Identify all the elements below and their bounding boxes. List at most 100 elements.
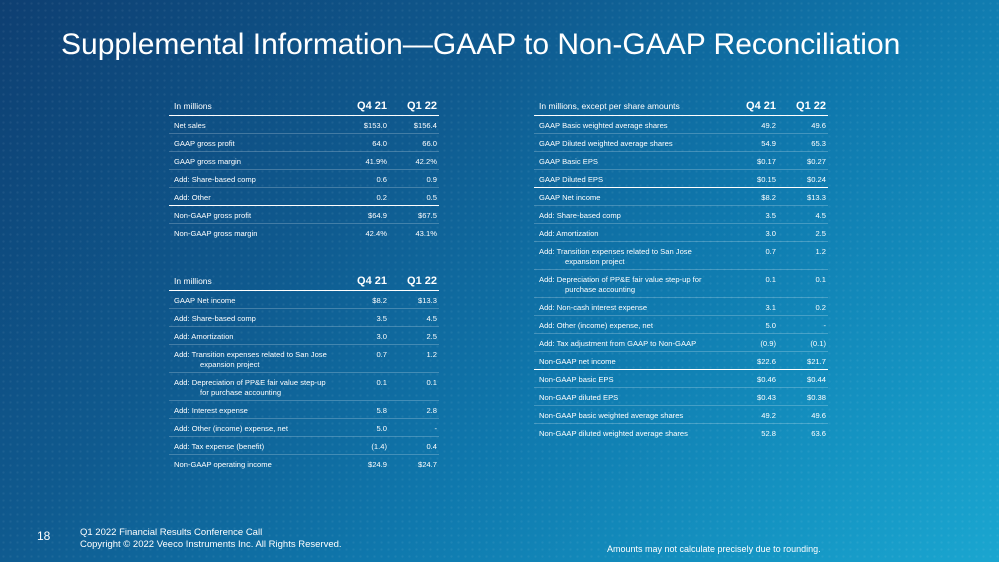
row-label: Non-GAAP diluted weighted average shares xyxy=(539,429,688,438)
table-row: Non-GAAP gross margin 42.4% 43.1% xyxy=(169,224,439,242)
table-row: Add: Non-cash interest expense 3.1 0.2 xyxy=(534,298,828,316)
table-row: Add: Transition expenses related to San … xyxy=(169,345,439,373)
table-row: GAAP Basic EPS $0.17 $0.27 xyxy=(534,152,828,170)
row-label: Add: Depreciation of PP&E fair value ste… xyxy=(169,378,339,398)
table-row: Add: Tax expense (benefit) (1.4) 0.4 xyxy=(169,437,439,455)
value-q421: 5.8 xyxy=(376,406,387,415)
row-label: Non-GAAP operating income xyxy=(174,460,272,469)
table-row: GAAP Net income $8.2 $13.3 xyxy=(169,291,439,309)
value-q421: 5.0 xyxy=(376,424,387,433)
row-label-line2: purchase accounting xyxy=(565,285,636,294)
table-row: Add: Depreciation of PP&E fair value ste… xyxy=(534,270,828,298)
table-row: GAAP Diluted EPS $0.15 $0.24 xyxy=(534,170,828,188)
rounding-note: Amounts may not calculate precisely due … xyxy=(607,544,821,554)
value-q122: 4.5 xyxy=(815,211,826,220)
header-label: In millions xyxy=(174,276,212,286)
value-q122: $67.5 xyxy=(417,211,437,220)
table-row: GAAP gross margin 41.9% 42.2% xyxy=(169,152,439,170)
row-label: Add: Share-based comp xyxy=(174,314,256,323)
table-header: In millions, except per share amounts Q4… xyxy=(534,97,828,116)
page-number: 18 xyxy=(37,529,51,543)
value-q421: $153.0 xyxy=(363,121,387,130)
value-q122: 0.5 xyxy=(426,193,437,202)
table-row: Add: Transition expenses related to San … xyxy=(534,242,828,270)
row-label: GAAP Net income xyxy=(539,193,601,202)
table-row: Net sales $153.0 $156.4 xyxy=(169,116,439,134)
value-q421: 3.0 xyxy=(765,229,776,238)
table-row: Add: Other 0.2 0.5 xyxy=(169,188,439,206)
row-label: Add: Depreciation of PP&E fair value ste… xyxy=(534,275,728,295)
value-q122: (0.1) xyxy=(810,339,826,348)
value-q421: $8.2 xyxy=(761,193,776,202)
row-label: Add: Interest expense xyxy=(174,406,248,415)
value-q421: 42.4% xyxy=(365,229,387,238)
row-label: GAAP gross margin xyxy=(174,157,241,166)
value-q421: $64.9 xyxy=(367,211,387,220)
value-q122: 49.6 xyxy=(811,121,826,130)
value-q421: 3.5 xyxy=(376,314,387,323)
table-row: Add: Share-based comp 0.6 0.9 xyxy=(169,170,439,188)
value-q122: 0.9 xyxy=(426,175,437,184)
table-row: Non-GAAP operating income $24.9 $24.7 xyxy=(169,455,439,473)
value-q421: 0.7 xyxy=(765,247,776,256)
header-q421: Q4 21 xyxy=(357,100,387,112)
value-q122: 2.5 xyxy=(426,332,437,341)
row-label-line2: expansion project xyxy=(200,360,260,369)
row-label: Non-GAAP basic EPS xyxy=(539,375,614,384)
footer-copyright: Copyright © 2022 Veeco Instruments Inc. … xyxy=(80,539,342,550)
value-q122: 0.1 xyxy=(426,378,437,387)
value-q421: 0.6 xyxy=(376,175,387,184)
value-q421: $0.17 xyxy=(756,157,776,166)
value-q421: 49.2 xyxy=(761,411,776,420)
value-q122: $0.27 xyxy=(806,157,826,166)
value-q421: 0.1 xyxy=(765,275,776,284)
value-q421: 3.0 xyxy=(376,332,387,341)
row-label: Add: Share-based comp xyxy=(539,211,621,220)
table-row: Add: Depreciation of PP&E fair value ste… xyxy=(169,373,439,401)
value-q421: 64.0 xyxy=(372,139,387,148)
value-q421: $8.2 xyxy=(372,296,387,305)
row-label: Add: Other (income) expense, net xyxy=(539,321,653,330)
value-q122: 1.2 xyxy=(815,247,826,256)
operating-income-table: In millions Q4 21 Q1 22 GAAP Net income $… xyxy=(169,272,439,473)
value-q122: 2.5 xyxy=(815,229,826,238)
row-label: Add: Other (income) expense, net xyxy=(174,424,288,433)
row-label: Net sales xyxy=(174,121,206,130)
row-label: GAAP Basic EPS xyxy=(539,157,598,166)
value-q421: 52.8 xyxy=(761,429,776,438)
header-label: In millions, except per share amounts xyxy=(539,101,680,111)
row-label: Non-GAAP diluted EPS xyxy=(539,393,619,402)
row-label-line1: Add: Transition expenses related to San … xyxy=(174,350,327,359)
row-label: Add: Amortization xyxy=(174,332,234,341)
value-q122: 0.1 xyxy=(815,275,826,284)
header-label: In millions xyxy=(174,101,212,111)
table-row: Non-GAAP basic EPS $0.46 $0.44 xyxy=(534,370,828,388)
table-row: Add: Share-based comp 3.5 4.5 xyxy=(169,309,439,327)
header-q122: Q1 22 xyxy=(407,275,437,287)
value-q122: $0.38 xyxy=(806,393,826,402)
value-q122: $0.24 xyxy=(806,175,826,184)
value-q421: 3.5 xyxy=(765,211,776,220)
table-row: GAAP gross profit 64.0 66.0 xyxy=(169,134,439,152)
table-row: GAAP Net income $8.2 $13.3 xyxy=(534,188,828,206)
value-q421: 49.2 xyxy=(761,121,776,130)
slide-title: Supplemental Information—GAAP to Non-GAA… xyxy=(61,28,901,61)
value-q122: 4.5 xyxy=(426,314,437,323)
row-label: Add: Share-based comp xyxy=(174,175,256,184)
header-q122: Q1 22 xyxy=(796,100,826,112)
table-row: Add: Share-based comp 3.5 4.5 xyxy=(534,206,828,224)
gross-profit-table: In millions Q4 21 Q1 22 Net sales $153.0 $… xyxy=(169,97,439,242)
value-q122: $156.4 xyxy=(413,121,437,130)
eps-reconciliation-table: In millions, except per share amounts Q4… xyxy=(534,97,828,442)
value-q421: (0.9) xyxy=(760,339,776,348)
value-q122: 65.3 xyxy=(811,139,826,148)
row-label: Non-GAAP net income xyxy=(539,357,616,366)
row-label-line2: for purchase accounting xyxy=(200,388,282,397)
table-header: In millions Q4 21 Q1 22 xyxy=(169,97,439,116)
value-q122: $13.3 xyxy=(806,193,826,202)
value-q122: $24.7 xyxy=(417,460,437,469)
footer-conference-call: Q1 2022 Financial Results Conference Cal… xyxy=(80,527,263,538)
row-label: GAAP Basic weighted average shares xyxy=(539,121,668,130)
value-q122: 0.2 xyxy=(815,303,826,312)
